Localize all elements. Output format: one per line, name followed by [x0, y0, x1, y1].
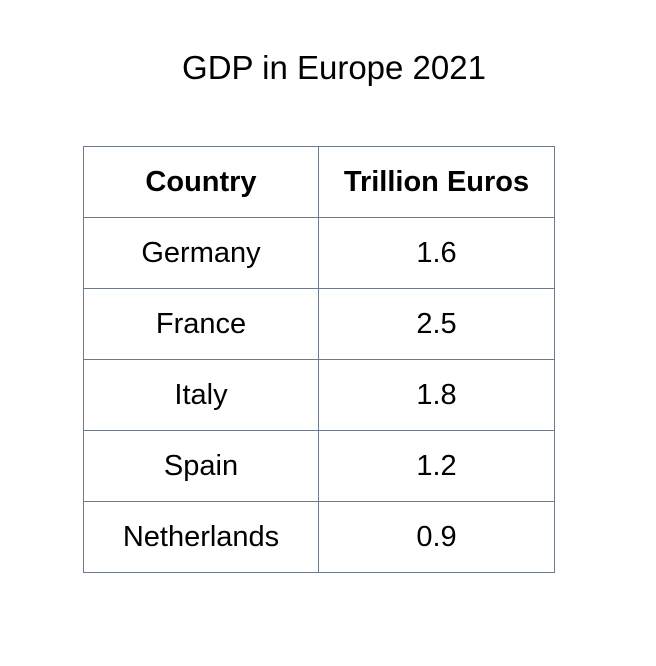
value-cell: 1.2	[318, 430, 555, 502]
table-row: France 2.5	[83, 288, 555, 360]
gdp-table: Country Trillion Euros Germany 1.6 Franc…	[83, 146, 555, 573]
country-cell: Germany	[83, 217, 319, 289]
value-cell: 1.8	[318, 359, 555, 431]
column-header-country: Country	[83, 146, 319, 218]
country-cell: Netherlands	[83, 501, 319, 573]
table-header-row: Country Trillion Euros	[83, 146, 555, 218]
table-row: Italy 1.8	[83, 359, 555, 431]
value-cell: 2.5	[318, 288, 555, 360]
table-row: Netherlands 0.9	[83, 501, 555, 573]
table-title: GDP in Europe 2021	[182, 49, 486, 86]
column-header-value: Trillion Euros	[318, 146, 555, 218]
value-cell: 1.6	[318, 217, 555, 289]
table-row: Spain 1.2	[83, 430, 555, 502]
country-cell: France	[83, 288, 319, 360]
country-cell: Spain	[83, 430, 319, 502]
value-cell: 0.9	[318, 501, 555, 573]
table-row: Germany 1.6	[83, 217, 555, 289]
country-cell: Italy	[83, 359, 319, 431]
